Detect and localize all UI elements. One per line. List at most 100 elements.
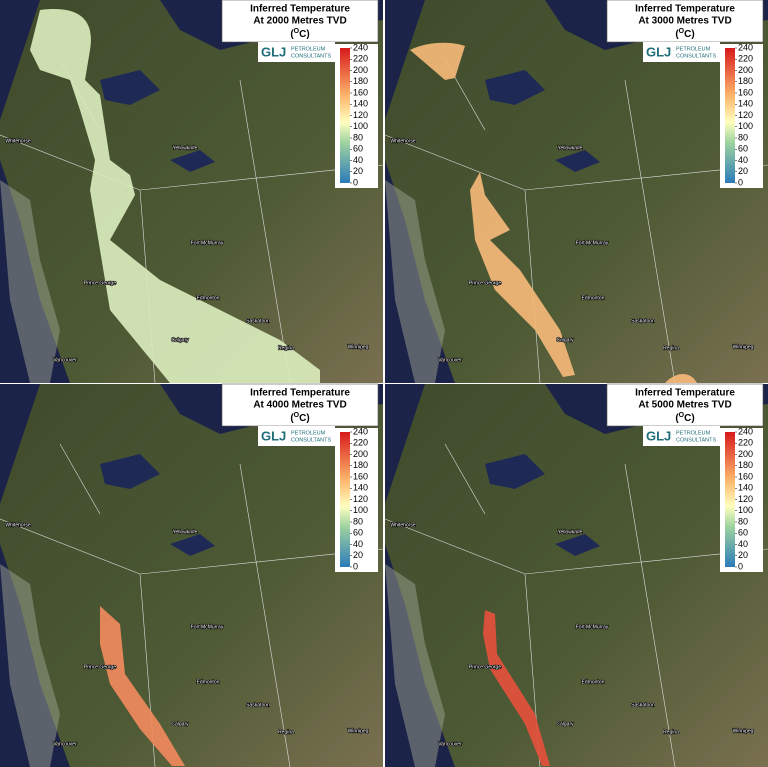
colorbar-tick-label: 40 [353, 539, 363, 549]
colorbar-tick-label: 80 [353, 132, 363, 142]
subtitle: At 2000 Metres TVD [253, 16, 346, 27]
borders [0, 443, 384, 767]
title-box [606, 0, 764, 43]
temperature-area [30, 9, 320, 384]
logo-line: PETROLEUM [676, 430, 711, 436]
colorbar-tick-label: 0 [738, 561, 743, 571]
colorbar-tick-label: 100 [738, 505, 753, 515]
colorbar-tick-label: 120 [738, 494, 753, 504]
city-label: Winnipeg [733, 728, 754, 734]
unit-open: ( [290, 29, 294, 40]
colorbar-tick-label: 160 [738, 87, 753, 97]
city-label: Calgary [556, 721, 574, 727]
colorbar-tick-label: 20 [353, 166, 363, 176]
colorbar-tick-label: 0 [738, 177, 743, 187]
colorbar-tick-label: 160 [738, 471, 753, 481]
colorbar-tick-label: 200 [738, 65, 753, 75]
colorbar-tick-label: 220 [353, 438, 368, 448]
city-label: Edmonton [197, 679, 220, 685]
city-label: Calgary [171, 337, 189, 343]
city-label: Edmonton [582, 679, 605, 685]
map-panel: Whitehorse Yellowknife Fort McMurray Prince… [384, 383, 768, 767]
unit-open: ( [675, 413, 679, 424]
colorbar-tick-label: 160 [353, 471, 368, 481]
unit-sup: O [679, 412, 685, 419]
land [0, 384, 383, 767]
map-panel: Whitehorse Yellowknife Fort McMurray Prince… [0, 383, 384, 767]
colorbar-tick-label: 40 [738, 155, 748, 165]
logo-mark: GLJ [646, 44, 671, 59]
city-label: Calgary [171, 721, 189, 727]
colorbar-tick-label: 200 [738, 449, 753, 459]
title-box [606, 383, 764, 427]
map-panel: Whitehorse Yellowknife Fort McMurray Prince… [0, 0, 384, 384]
city-label: Whitehorse [390, 522, 416, 528]
city-label: Regina [278, 729, 294, 735]
unit: (OC) [290, 28, 309, 40]
city-label: Vancouver [438, 741, 462, 747]
colorbar [725, 432, 735, 567]
colorbar [340, 432, 350, 567]
unit-open: ( [290, 413, 294, 424]
unit-sup: O [679, 28, 685, 35]
map-panel: Whitehorse Yellowknife Fort McMurray Prince… [384, 0, 768, 384]
borders [384, 59, 768, 384]
city-label: Whitehorse [5, 138, 31, 144]
colorbar-tick-label: 100 [353, 121, 368, 131]
city-label: Vancouver [438, 357, 462, 363]
city-label: Winnipeg [348, 344, 369, 350]
colorbar-tick-label: 240 [353, 42, 368, 52]
unit-close: C) [299, 413, 310, 424]
colorbar-tick-label: 80 [738, 516, 748, 526]
colorbar-tick-label: 80 [738, 132, 748, 142]
unit-sup: O [294, 412, 300, 419]
logo-line: CONSULTANTS [676, 53, 716, 59]
colorbar-tick-label: 240 [738, 42, 753, 52]
colorbar-tick-label: 140 [353, 483, 368, 493]
land [385, 384, 768, 767]
colorbar-tick-label: 180 [738, 460, 753, 470]
unit: (OC) [675, 28, 694, 40]
lake [485, 454, 600, 556]
city-label: Fort McMurray [576, 624, 609, 630]
unit-close: C) [299, 29, 310, 40]
colorbar [340, 48, 350, 183]
temperature-area [100, 606, 185, 766]
colorbar-tick-label: 100 [353, 505, 368, 515]
mountains [385, 564, 445, 767]
unit-sup: O [294, 28, 300, 35]
logo-mark: GLJ [646, 428, 671, 443]
mountains [0, 564, 60, 767]
city-label: Regina [663, 345, 679, 351]
colorbar-tick-label: 120 [353, 110, 368, 120]
logo-box [258, 426, 335, 446]
city-label: Yellowknife [558, 529, 583, 535]
city-label: Winnipeg [348, 728, 369, 734]
logo-line: PETROLEUM [291, 46, 326, 52]
colorbar-tick-label: 240 [738, 426, 753, 436]
city-label: Prince George [469, 664, 501, 670]
title: Inferred Temperature [635, 4, 735, 15]
lake [100, 70, 215, 172]
unit-open: ( [675, 29, 679, 40]
colorbar-tick-label: 100 [738, 121, 753, 131]
lake [485, 70, 600, 172]
title: Inferred Temperature [250, 388, 350, 399]
colorbar-tick-label: 160 [353, 87, 368, 97]
colorbar-tick-label: 200 [353, 65, 368, 75]
city-label: Edmonton [582, 295, 605, 301]
city-label: Fort McMurray [191, 240, 224, 246]
colorbar-tick-label: 0 [353, 177, 358, 187]
colorbar-tick-label: 140 [353, 99, 368, 109]
colorbar [725, 48, 735, 183]
unit-close: C) [684, 413, 695, 424]
city-label: Edmonton [197, 295, 220, 301]
city-label: Regina [278, 345, 294, 351]
city-label: Whitehorse [390, 138, 416, 144]
borders [384, 443, 768, 767]
logo-box [643, 426, 720, 446]
logo-line: CONSULTANTS [676, 437, 716, 443]
logo-mark: GLJ [261, 44, 286, 59]
city-label: Vancouver [53, 357, 77, 363]
city-label: Saskatoon [631, 702, 655, 708]
